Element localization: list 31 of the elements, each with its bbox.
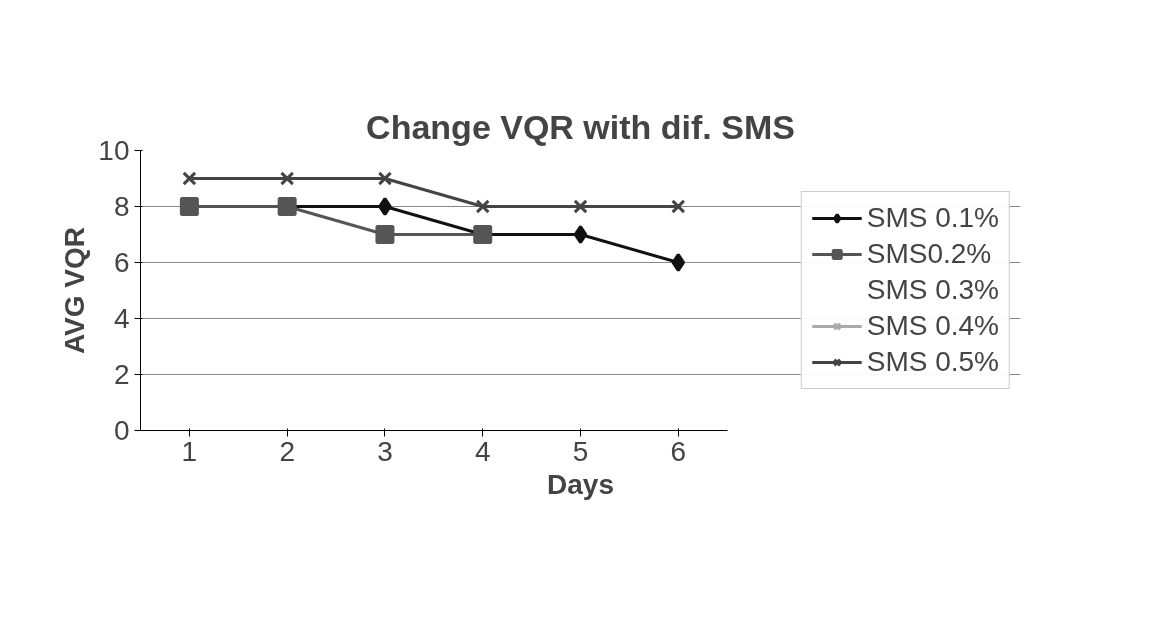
point [280,171,295,186]
x-tick-label: 3 [377,435,393,467]
point [182,171,197,186]
x-tick-label: 2 [279,435,295,467]
chart-title: Change VQR with dif. SMS [366,107,795,146]
point [378,197,392,216]
point [573,199,588,214]
point [573,225,588,244]
point [671,253,686,272]
x-axis-title: Days [547,468,614,500]
y-axis-title: AVG VQR [59,226,91,355]
x-tick-label: 6 [670,435,687,467]
y-tick-label: 0 [113,415,130,446]
point [671,199,686,214]
y-tick-label: 2 [113,359,130,390]
y-tick-label: 10 [98,135,130,166]
y-tick-label: 6 [113,247,130,278]
x-tick-label: 4 [474,435,491,467]
y-tick-label: 8 [113,191,130,222]
point [179,197,199,216]
text: SMS 0.3% [866,274,999,306]
x-tick-label: 1 [181,435,198,467]
legend-label: SMS0.2% [866,238,992,270]
x-tick-label: 5 [572,435,589,467]
point [377,171,393,186]
y-tick-label: 4 [113,303,130,334]
point [475,199,490,214]
legend-label: SMS 0.4% [866,310,999,342]
legend-label: SMS 0.5% [866,346,999,378]
point [375,225,395,244]
legend-label: SMS 0.1% [866,202,999,234]
